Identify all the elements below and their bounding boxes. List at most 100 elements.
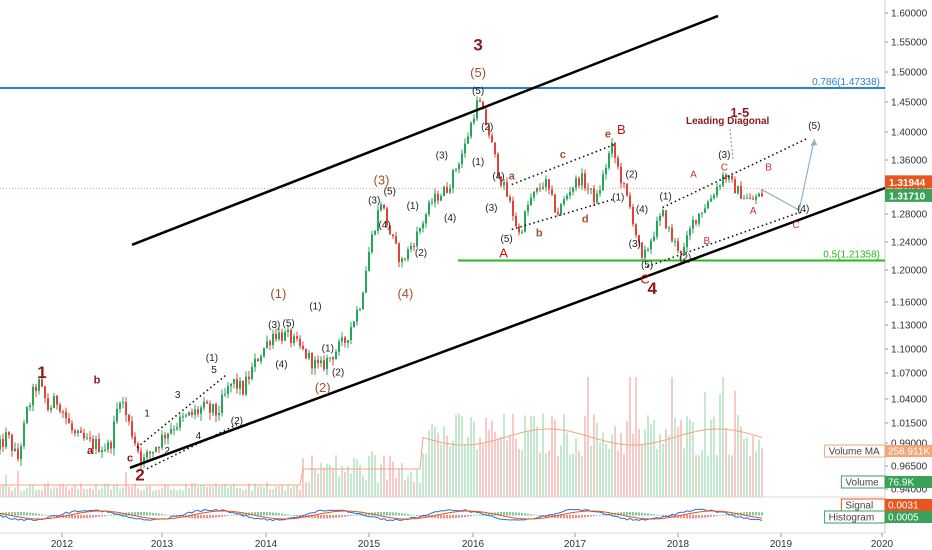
candle-body: [233, 379, 235, 384]
candle-body: [725, 174, 727, 180]
macd-histogram-bar: [83, 515, 85, 519]
wave-label: (5): [384, 187, 396, 198]
y-tick-label: 1.10000: [891, 345, 928, 356]
candle-body: [17, 448, 19, 460]
candle-body: [413, 246, 415, 248]
candle-body: [20, 446, 22, 460]
macd-histogram-bar: [137, 512, 139, 516]
macd-histogram-bar: [419, 515, 421, 517]
macd-histogram-bar: [269, 512, 271, 516]
candle-body: [485, 109, 487, 126]
candle-body: [542, 187, 544, 189]
macd-histogram-bar: [71, 515, 73, 519]
macd-histogram-bar: [239, 513, 241, 516]
candle-body: [716, 186, 718, 196]
macd-histogram-bar: [629, 512, 631, 516]
macd-histogram-bar: [89, 515, 91, 518]
volume-bar: [65, 486, 67, 497]
candle-body: [590, 188, 592, 190]
wave-label: (1): [206, 353, 218, 364]
volume-bar: [254, 483, 256, 497]
candle-body: [239, 380, 241, 389]
candle-body: [464, 143, 466, 154]
macd-layer: [0, 508, 763, 522]
candle-body: [638, 235, 640, 243]
volume-bar: [689, 419, 691, 497]
macd-histogram-bar: [569, 515, 571, 519]
x-tick-label: 2019: [770, 539, 793, 550]
volume-bar: [614, 426, 616, 497]
candle-body: [74, 430, 76, 434]
candle-body: [404, 258, 406, 260]
volume-bar: [0, 485, 1, 497]
candle-body: [0, 439, 1, 450]
macd-histogram-bar: [149, 512, 151, 516]
macd-histogram-bar: [557, 515, 559, 519]
candle-body: [257, 358, 259, 362]
volume-bar: [596, 423, 598, 497]
axis-layer: 1.60000 1.55000 1.50000 1.45000 1.40000 1.360…: [51, 9, 932, 550]
candle-body: [311, 352, 313, 369]
macd-histogram-bar: [755, 512, 757, 516]
macd-histogram-bar: [503, 512, 505, 516]
wave-label: 3: [175, 390, 181, 401]
dotted-wave-channel: [146, 423, 238, 470]
volume-bar: [608, 448, 610, 497]
macd-histogram-bar: [179, 515, 181, 518]
volume-bar: [512, 413, 514, 497]
candle-body: [248, 376, 250, 380]
wave-label: (2): [332, 368, 344, 379]
candle-body: [62, 411, 64, 413]
volume-bar: [173, 488, 175, 497]
macd-histogram-bar: [275, 512, 277, 516]
volume-bar: [131, 486, 133, 497]
macd-histogram-bar: [68, 515, 70, 519]
macd-histogram-bar: [725, 514, 727, 516]
macd-histogram-bar: [59, 515, 61, 518]
wave-label: (4): [636, 205, 648, 216]
macd-histogram-bar: [410, 514, 412, 516]
candle-body: [188, 411, 190, 416]
candle-body: [593, 188, 595, 203]
candle-body: [599, 190, 601, 194]
volume-bar: [617, 450, 619, 497]
macd-histogram-bar: [77, 515, 79, 519]
candle-body: [299, 338, 301, 346]
indicator-value: 76.9K: [888, 478, 914, 489]
wave-label: d: [582, 213, 589, 225]
macd-histogram-bar: [536, 515, 538, 516]
volume-bar: [401, 462, 403, 497]
wave-label: A: [750, 206, 757, 217]
volume-bar: [320, 462, 322, 497]
volume-bar: [536, 426, 538, 497]
volume-bar: [110, 489, 112, 497]
macd-histogram-bar: [620, 512, 622, 516]
volume-bar: [158, 490, 160, 497]
candle-body: [158, 447, 160, 449]
candle-body: [152, 451, 154, 454]
macd-histogram-bar: [122, 512, 124, 516]
macd-histogram-bar: [188, 515, 190, 519]
volume-bar: [419, 482, 421, 497]
volume-bar: [584, 415, 586, 497]
volume-bar: [263, 487, 265, 497]
volume-bar: [29, 484, 31, 497]
candle-body: [680, 250, 682, 254]
wave-label: (2): [481, 122, 493, 133]
wave-label: (2): [626, 170, 638, 181]
candle-body: [386, 208, 388, 226]
macd-histogram-bar: [692, 515, 694, 519]
macd-histogram-bar: [140, 512, 142, 516]
volume-bar: [362, 475, 364, 497]
volume-bar: [467, 437, 469, 497]
macd-histogram-bar: [155, 513, 157, 516]
volume-bar: [167, 485, 169, 497]
candle-body: [650, 240, 652, 250]
candle-body: [269, 341, 271, 346]
volume-bar: [422, 453, 424, 497]
upper-channel-line: [131, 14, 719, 246]
volume-bar: [359, 465, 361, 497]
wave-label: C: [721, 163, 728, 174]
candle-body: [203, 401, 205, 408]
candle-body: [518, 226, 520, 233]
